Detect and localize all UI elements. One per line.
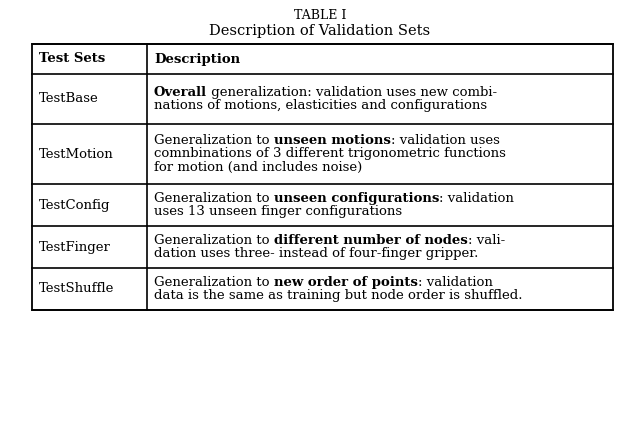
Text: TABLE I: TABLE I (294, 9, 346, 22)
Text: TestBase: TestBase (39, 92, 99, 106)
Text: Test Sets: Test Sets (39, 53, 105, 66)
Text: Generalization to: Generalization to (154, 192, 274, 205)
Text: Generalization to: Generalization to (154, 134, 274, 147)
Text: unseen configurations: unseen configurations (274, 192, 439, 205)
Text: data is the same as training but node order is shuffled.: data is the same as training but node or… (154, 289, 522, 302)
Text: Description: Description (154, 53, 240, 66)
Text: dation uses three- instead of four-finger gripper.: dation uses three- instead of four-finge… (154, 247, 478, 260)
Text: TestMotion: TestMotion (39, 148, 114, 161)
Text: : validation uses: : validation uses (390, 134, 499, 147)
Text: uses 13 unseen finger configurations: uses 13 unseen finger configurations (154, 205, 402, 218)
Text: new order of points: new order of points (274, 276, 418, 289)
Text: unseen motions: unseen motions (274, 134, 390, 147)
Text: different number of nodes: different number of nodes (274, 234, 467, 247)
Text: : validation: : validation (439, 192, 514, 205)
Text: TestFinger: TestFinger (39, 240, 111, 253)
Text: : vali-: : vali- (467, 234, 505, 247)
Text: for motion (and includes noise): for motion (and includes noise) (154, 161, 362, 174)
Text: nations of motions, elasticities and configurations: nations of motions, elasticities and con… (154, 99, 487, 112)
Text: Generalization to: Generalization to (154, 276, 274, 289)
Text: TestShuffle: TestShuffle (39, 282, 115, 296)
Text: generalization: validation uses new combi-: generalization: validation uses new comb… (207, 86, 497, 99)
Text: TestConfig: TestConfig (39, 198, 111, 211)
Text: Overall: Overall (154, 86, 207, 99)
Text: Description of Validation Sets: Description of Validation Sets (209, 24, 431, 38)
Text: : validation: : validation (418, 276, 493, 289)
Text: comnbinations of 3 different trigonometric functions: comnbinations of 3 different trigonometr… (154, 148, 506, 161)
Bar (32, 44, 613, 310)
Text: Generalization to: Generalization to (154, 234, 274, 247)
